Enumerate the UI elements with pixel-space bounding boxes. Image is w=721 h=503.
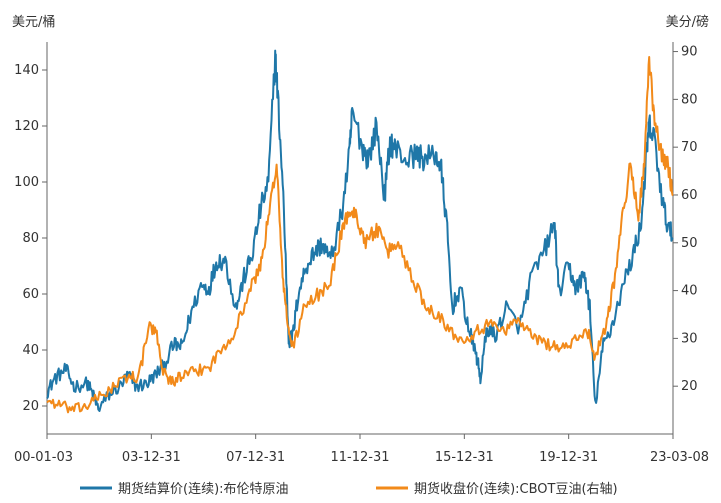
x-tick-label: 00-01-03 xyxy=(14,450,73,465)
right-unit-label: 美分/磅 xyxy=(666,14,709,30)
right-tick-label: 80 xyxy=(681,92,698,107)
series-line-soyoil xyxy=(46,56,674,414)
left-tick-label: 20 xyxy=(22,399,39,414)
right-tick-label: 30 xyxy=(681,331,698,346)
left-tick-label: 140 xyxy=(14,63,39,78)
left-tick-label: 80 xyxy=(22,231,39,246)
legend: 期货结算价(连续):布伦特原油 期货收盘价(连续):CBOT豆油(右轴) xyxy=(80,481,618,497)
legend-label-soyoil: 期货收盘价(连续):CBOT豆油(右轴) xyxy=(414,481,618,497)
left-tick-label: 120 xyxy=(14,119,39,134)
x-tick-label: 15-12-31 xyxy=(435,450,494,465)
right-tick-label: 40 xyxy=(681,284,698,299)
left-unit-label: 美元/桶 xyxy=(12,15,55,30)
legend-label-brent: 期货结算价(连续):布伦特原油 xyxy=(118,481,289,497)
right-y-ticks: 20 30 40 50 60 70 80 90 xyxy=(673,45,698,394)
x-tick-label: 23-03-08 xyxy=(650,450,709,465)
series-layer xyxy=(46,49,674,414)
right-tick-label: 60 xyxy=(681,188,698,203)
x-tick-label: 19-12-31 xyxy=(539,450,598,465)
right-tick-label: 70 xyxy=(681,140,698,155)
right-tick-label: 90 xyxy=(681,45,698,60)
left-tick-label: 60 xyxy=(22,287,39,302)
right-tick-label: 50 xyxy=(681,236,698,251)
right-tick-label: 20 xyxy=(681,379,698,394)
left-tick-label: 100 xyxy=(14,175,39,190)
left-y-ticks: 20 40 60 80 100 120 140 xyxy=(14,63,47,414)
series-line-brent xyxy=(46,49,674,412)
x-tick-label: 11-12-31 xyxy=(330,450,389,465)
x-ticks: 00-01-03 03-12-31 07-12-31 11-12-31 15-12-31… xyxy=(14,434,709,465)
x-tick-label: 07-12-31 xyxy=(226,450,285,465)
x-tick-label: 03-12-31 xyxy=(122,450,181,465)
left-tick-label: 40 xyxy=(22,343,39,358)
